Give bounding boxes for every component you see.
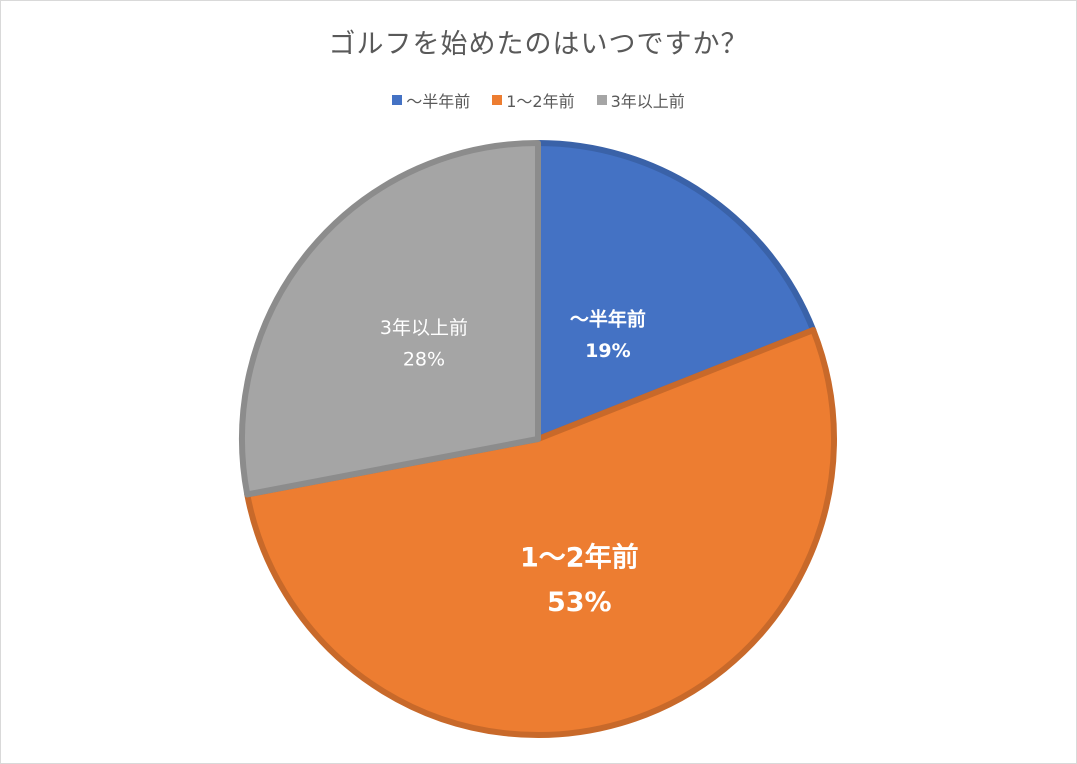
slice-value-label-0: 19% bbox=[585, 340, 630, 362]
legend-swatch-1 bbox=[492, 95, 503, 105]
legend-item-1: 1〜2年前 bbox=[492, 88, 575, 112]
pie-slice-1 bbox=[244, 327, 837, 738]
legend-item-0: 〜半年前 bbox=[392, 88, 470, 112]
slice-value-label-2: 28% bbox=[403, 349, 445, 371]
legend-label-0: 〜半年前 bbox=[406, 92, 471, 111]
pie-slice-2 bbox=[239, 140, 541, 498]
slice-category-label-0: 〜半年前 bbox=[570, 308, 646, 331]
slice-category-label-1: 1〜2年前 bbox=[520, 541, 639, 573]
slice-category-label-2: 3年以上前 bbox=[380, 317, 468, 339]
legend-label-1: 1〜2年前 bbox=[506, 92, 575, 111]
pie-slice-0 bbox=[535, 140, 817, 442]
legend-swatch-2 bbox=[596, 95, 607, 105]
chart-legend: 〜半年前 1〜2年前 3年以上前 bbox=[0, 88, 1077, 112]
legend-label-2: 3年以上前 bbox=[610, 92, 685, 111]
chart-title: ゴルフを始めたのはいつですか？ bbox=[328, 29, 749, 60]
legend-swatch-0 bbox=[392, 95, 403, 105]
slice-value-label-1: 53% bbox=[547, 587, 612, 618]
legend-item-2: 3年以上前 bbox=[596, 88, 685, 112]
